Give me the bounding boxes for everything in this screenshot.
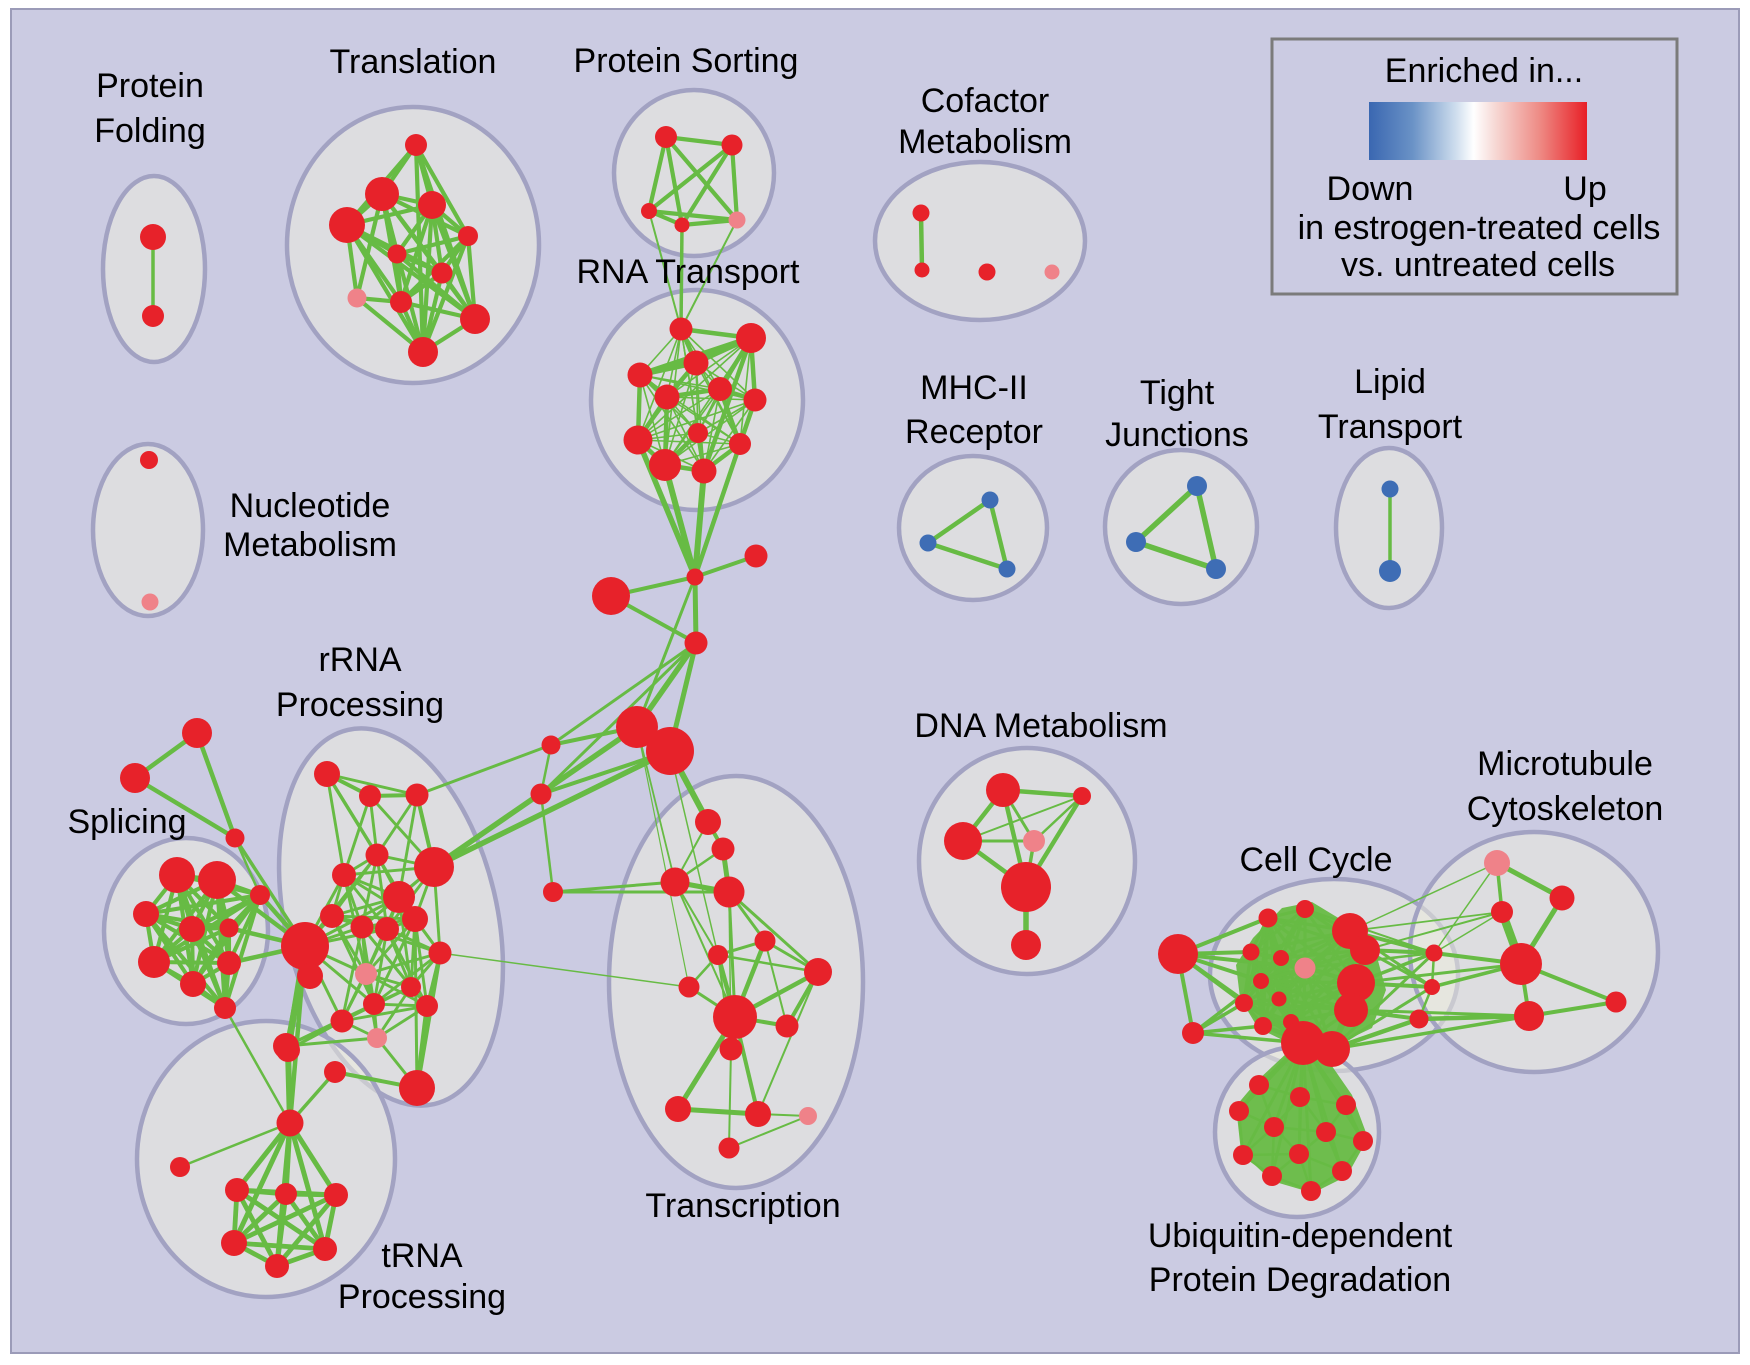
svg-text:Folding: Folding <box>94 112 206 150</box>
svg-text:DNA Metabolism: DNA Metabolism <box>914 707 1167 745</box>
svg-text:Receptor: Receptor <box>905 413 1043 451</box>
svg-text:Lipid: Lipid <box>1354 363 1426 401</box>
svg-text:Translation: Translation <box>330 43 497 81</box>
svg-text:Up: Up <box>1563 170 1606 208</box>
svg-text:vs. untreated cells: vs. untreated cells <box>1341 246 1615 284</box>
svg-text:rRNA: rRNA <box>318 641 401 679</box>
svg-text:Ubiquitin-dependent: Ubiquitin-dependent <box>1148 1217 1453 1255</box>
svg-text:Metabolism: Metabolism <box>223 526 397 564</box>
svg-text:Processing: Processing <box>276 686 444 724</box>
svg-text:in estrogen-treated cells: in estrogen-treated cells <box>1298 209 1661 247</box>
svg-text:Transcription: Transcription <box>645 1187 840 1225</box>
svg-text:Nucleotide: Nucleotide <box>230 487 391 525</box>
svg-text:Protein Degradation: Protein Degradation <box>1149 1261 1451 1299</box>
svg-text:Down: Down <box>1327 170 1414 208</box>
svg-text:Microtubule: Microtubule <box>1477 745 1653 783</box>
svg-text:Tight: Tight <box>1140 374 1215 412</box>
svg-text:tRNA: tRNA <box>381 1237 463 1275</box>
svg-text:Protein Sorting: Protein Sorting <box>574 42 799 80</box>
svg-text:Cofactor: Cofactor <box>921 82 1050 120</box>
svg-text:RNA Transport: RNA Transport <box>577 253 801 291</box>
svg-text:Protein: Protein <box>96 67 204 105</box>
svg-text:Enriched in...: Enriched in... <box>1385 52 1583 90</box>
svg-text:Metabolism: Metabolism <box>898 123 1072 161</box>
svg-text:MHC-II: MHC-II <box>920 369 1028 407</box>
svg-text:Splicing: Splicing <box>67 803 186 841</box>
svg-text:Cell Cycle: Cell Cycle <box>1239 841 1392 879</box>
svg-text:Processing: Processing <box>338 1278 506 1316</box>
svg-text:Cytoskeleton: Cytoskeleton <box>1467 790 1664 828</box>
svg-text:Junctions: Junctions <box>1105 416 1249 454</box>
svg-text:Transport: Transport <box>1318 408 1463 446</box>
